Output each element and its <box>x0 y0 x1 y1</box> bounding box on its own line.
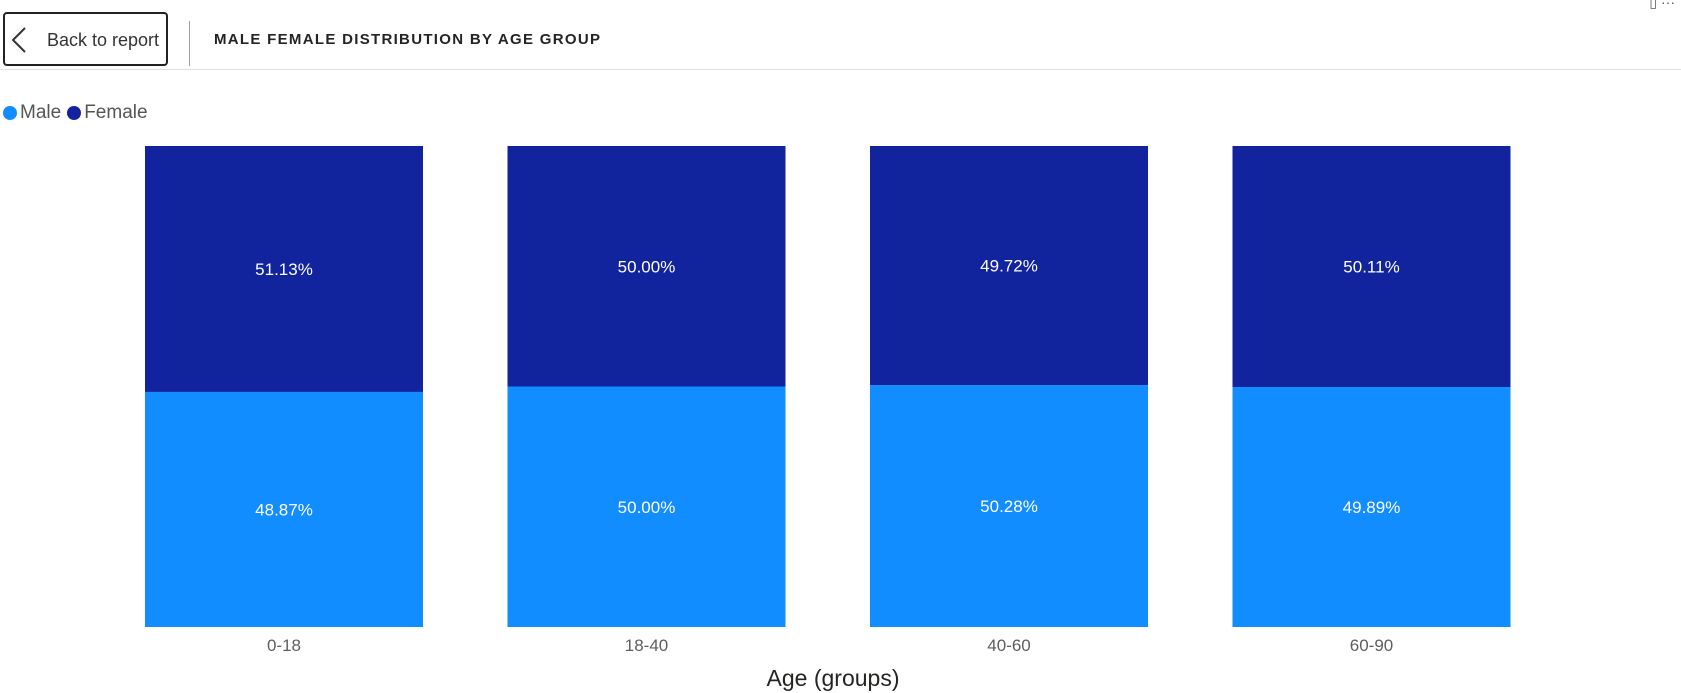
bar-female-18-40[interactable] <box>507 146 786 387</box>
bar-male-60-90[interactable] <box>1232 387 1511 627</box>
data-label-male-0-18: 48.87% <box>255 500 313 519</box>
x-tick-label-60-90: 60-90 <box>1350 636 1393 655</box>
bar-female-60-90[interactable] <box>1232 146 1511 388</box>
x-tick-label-40-60: 40-60 <box>987 636 1030 655</box>
data-label-male-40-60: 50.28% <box>980 497 1038 516</box>
chevron-left-icon <box>11 27 26 53</box>
back-to-report-button[interactable]: Back to report <box>3 12 168 66</box>
header-bar: Back to report MALE FEMALE DISTRIBUTION … <box>0 0 1681 70</box>
data-label-male-18-40: 50.00% <box>618 498 676 517</box>
header-divider <box>189 21 190 66</box>
bar-male-18-40[interactable] <box>507 386 786 628</box>
x-axis-title: Age (groups) <box>766 665 900 691</box>
legend-item-male[interactable]: Male <box>3 102 61 124</box>
legend-label-male: Male <box>20 102 62 123</box>
x-tick-label-0-18: 0-18 <box>267 636 301 655</box>
x-tick-label-18-40: 18-40 <box>625 636 668 655</box>
data-label-female-40-60: 49.72% <box>980 257 1038 276</box>
page-title: MALE FEMALE DISTRIBUTION BY AGE GROUP <box>214 31 602 48</box>
legend-label-female: Female <box>84 102 148 123</box>
data-label-female-0-18: 51.13% <box>255 260 313 279</box>
legend-marker-male <box>3 106 17 120</box>
bar-female-40-60[interactable] <box>870 146 1148 386</box>
back-button-label: Back to report <box>47 30 160 50</box>
bar-male-40-60[interactable] <box>870 385 1148 627</box>
bar-female-0-18[interactable] <box>145 146 423 392</box>
data-label-female-18-40: 50.00% <box>618 257 676 276</box>
legend-item-female[interactable]: Female <box>67 102 148 124</box>
data-label-female-60-90: 50.11% <box>1343 258 1399 277</box>
legend-marker-female <box>67 106 82 120</box>
more-options-icon[interactable]: ▯ ··· <box>1649 0 1675 10</box>
data-label-male-60-90: 49.89% <box>1343 498 1401 517</box>
bar-male-0-18[interactable] <box>145 391 423 627</box>
chart-legend: Male Female <box>3 102 154 124</box>
